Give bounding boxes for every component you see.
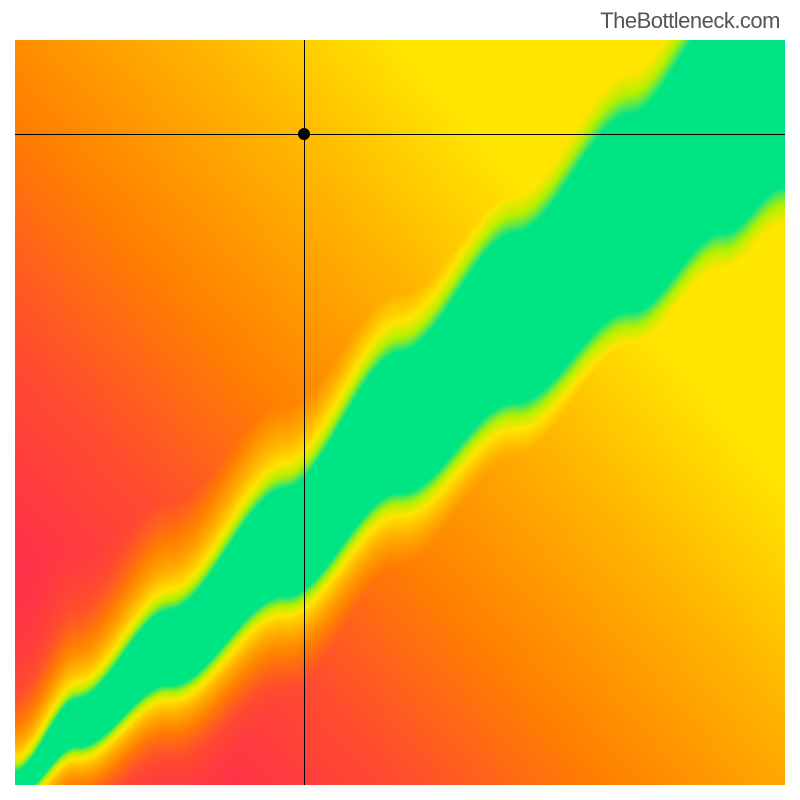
marker-point: [298, 128, 310, 140]
heatmap-chart: [15, 40, 785, 785]
watermark-text: TheBottleneck.com: [600, 8, 780, 34]
crosshair-vertical: [304, 40, 305, 785]
crosshair-horizontal: [15, 134, 785, 135]
heatmap-canvas: [15, 40, 785, 785]
